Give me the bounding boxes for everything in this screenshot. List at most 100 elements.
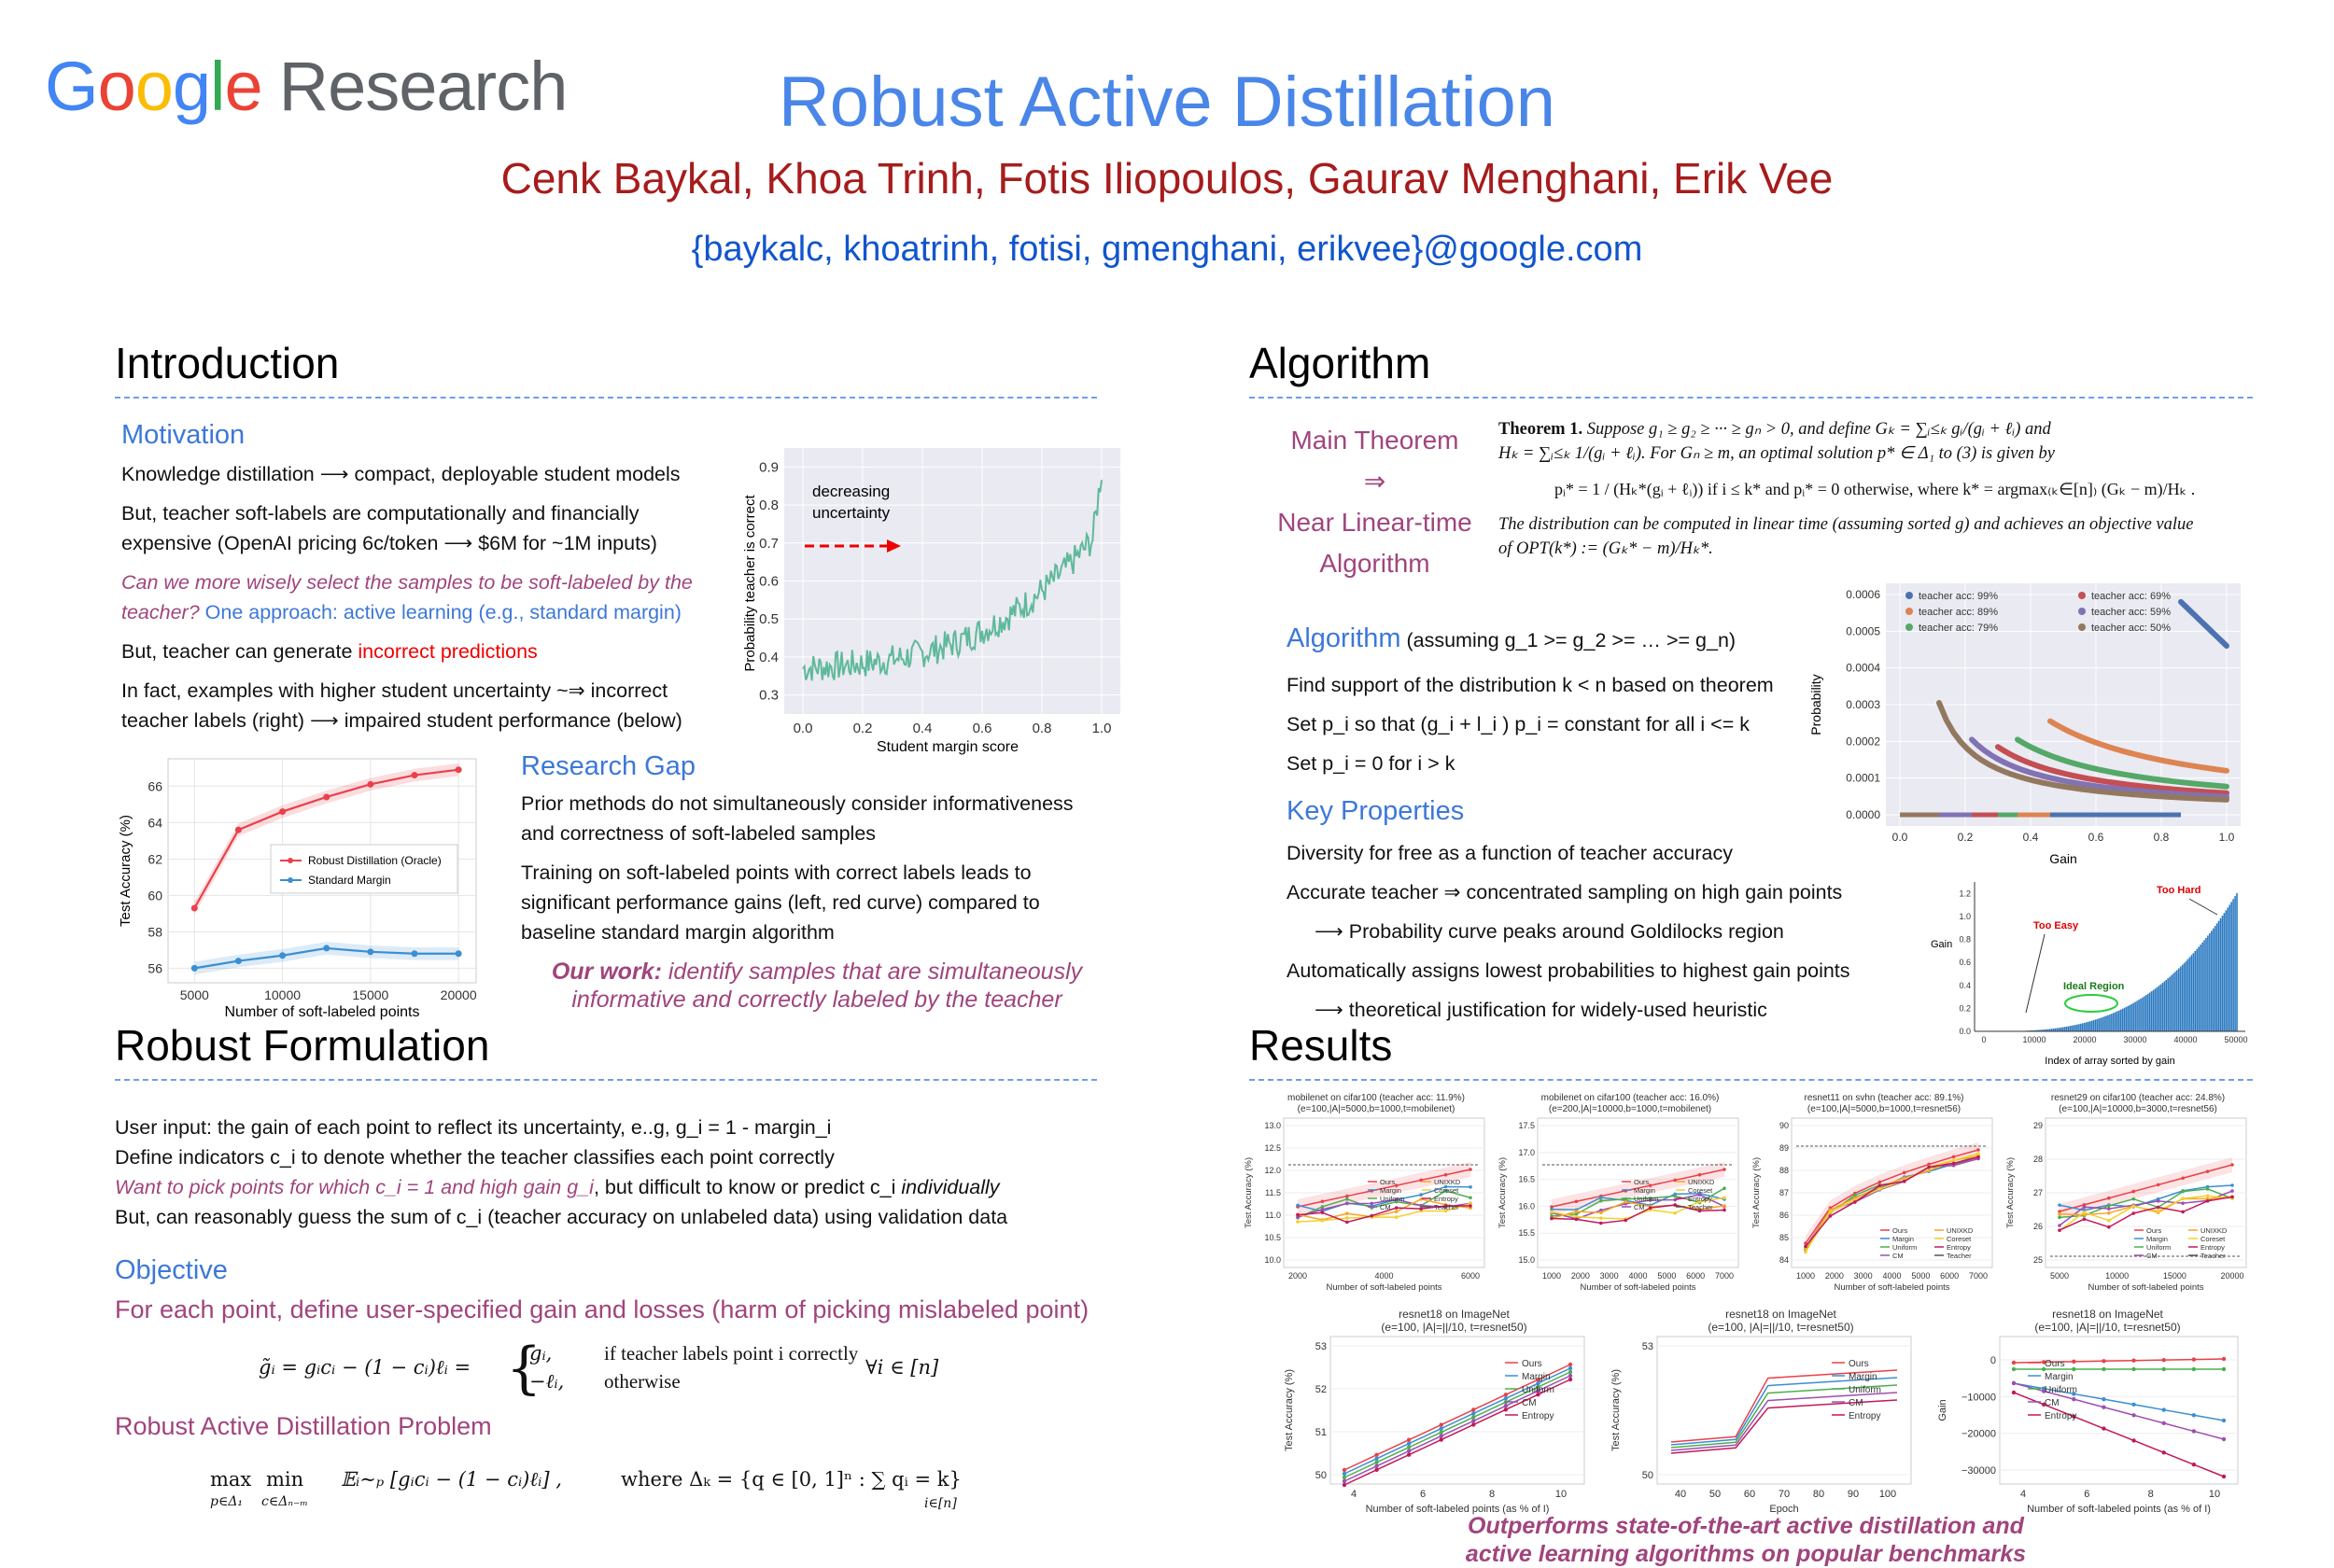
motivation-label: Motivation <box>121 420 246 450</box>
series-line-ours <box>1551 1169 1725 1208</box>
data-point <box>2161 1421 2166 1426</box>
series-line-cm <box>2059 1190 2233 1226</box>
x-tick-label: 10000 <box>264 987 301 1002</box>
data-point <box>2161 1407 2166 1412</box>
data-point <box>1722 1186 1726 1190</box>
data-point <box>1722 1168 1726 1171</box>
x-tick-label: 70 <box>1779 1489 1790 1500</box>
probability-gain-figure: 0.00000.00010.00020.00030.00040.00050.00… <box>1808 583 2241 866</box>
data-point <box>1568 1377 1573 1382</box>
gain-bar <box>2047 1029 2049 1031</box>
data-point <box>2205 1199 2210 1203</box>
theorem-line: Hₖ = ∑ᵢ≤ₖ 1/(gᵢ + ℓᵢ). For Gₙ ≥ m, an op… <box>1498 444 2055 463</box>
y-tick-label: 50 <box>1315 1470 1327 1481</box>
data-point <box>1320 1208 1325 1211</box>
plot-subtitle: (e=200,|A|=10000,b=1000,t=mobilenet) <box>1549 1104 1711 1114</box>
legend-label: teacher acc: 59% <box>2091 607 2171 618</box>
x-axis-label: Number of soft-labeled points <box>225 1004 420 1020</box>
y-tick-label: 0.0006 <box>1846 588 1880 601</box>
gain-bar <box>2214 926 2216 1031</box>
y-tick-label: 52 <box>1315 1384 1327 1395</box>
gain-bar <box>2223 913 2226 1031</box>
equation-forall: ∀i ∈ [n] <box>865 1356 939 1379</box>
x-tick-label: 6 <box>2084 1489 2089 1500</box>
results-bottom-plots: resnet18 on ImageNet (e=100, |A|=||/10, t… <box>1279 1307 2250 1521</box>
gain-bar <box>2119 1009 2122 1031</box>
equation-case1: gᵢ, <box>529 1342 553 1365</box>
gain-bar <box>2227 907 2229 1031</box>
result-plot-bottom: resnet18 on ImageNet(e=100, |A|=||/10, t… <box>1610 1308 1912 1515</box>
x-tick-label: 40 <box>1675 1489 1686 1500</box>
data-point <box>2221 1474 2227 1479</box>
results-top-plots: mobilenet on cifar100 (teacher acc: 11.9… <box>1242 1090 2259 1305</box>
y-axis-label: Test Accuracy (%) <box>2005 1157 2016 1228</box>
gain-bar <box>2060 1027 2062 1031</box>
legend-label: Ours <box>1634 1178 1650 1186</box>
poster-emails: {baykalc, khoatrinh, fotisi, gmenghani, … <box>691 230 1643 269</box>
data-point <box>1296 1220 1300 1224</box>
data-point <box>1320 1199 1325 1204</box>
y-tick-label: 10.0 <box>1264 1255 1281 1265</box>
gain-bar <box>2229 904 2231 1031</box>
y-tick-label: 0.7 <box>759 536 779 552</box>
data-point <box>2082 1212 2087 1217</box>
key-property: Diversity for free as a function of teac… <box>1287 842 1733 864</box>
x-tick-label: 60 <box>1744 1489 1755 1500</box>
gain-bar <box>2140 998 2142 1031</box>
y-tick-label: 56 <box>148 960 162 975</box>
data-point <box>1673 1203 1677 1207</box>
data-point <box>1320 1219 1325 1223</box>
x-tick-label: 0.2 <box>853 721 873 736</box>
data-point <box>1722 1204 1726 1208</box>
data-point <box>1574 1210 1579 1213</box>
legend-label: Uniform <box>1522 1385 1554 1395</box>
x-tick-label: 0.4 <box>913 721 933 736</box>
data-point <box>1419 1193 1423 1197</box>
data-point <box>234 826 242 833</box>
y-tick-label: 60 <box>148 888 162 903</box>
data-point <box>2011 1380 2017 1386</box>
x-tick-label: 0.4 <box>2023 831 2039 844</box>
gain-bar <box>2232 899 2234 1031</box>
data-point <box>1394 1199 1399 1204</box>
data-point <box>1394 1210 1399 1213</box>
gain-bar <box>2221 916 2224 1031</box>
data-point <box>2058 1210 2061 1213</box>
data-point <box>1296 1203 1300 1208</box>
data-point <box>2082 1217 2087 1222</box>
data-point <box>1536 1377 1540 1382</box>
algorithm-divider <box>1249 397 2253 399</box>
data-point <box>1902 1179 1906 1183</box>
series-line-ours <box>1343 1364 1571 1471</box>
gain-bar <box>2044 1029 2046 1031</box>
key-properties-label: Key Properties <box>1287 796 1465 826</box>
y-axis-label: Test Accuracy (%) <box>1751 1157 1762 1228</box>
gain-bar <box>2129 1004 2131 1031</box>
results-summary-line: Outperforms state-of-the-art active dist… <box>1468 1513 2024 1539</box>
x-axis-label: Number of soft-labeled points (as % of I… <box>1366 1504 1550 1515</box>
data-point <box>411 772 418 779</box>
gain-bar <box>2056 1028 2059 1031</box>
series-line-ours <box>1670 1369 1898 1443</box>
robust-line: , but difficult to know or predict c_i <box>593 1176 902 1198</box>
data-point <box>1877 1180 1882 1184</box>
y-tick-label: 0.9 <box>759 459 779 475</box>
x-axis-label: Number of soft-labeled points <box>1326 1282 1441 1293</box>
gain-bar <box>2165 979 2167 1031</box>
data-point <box>1568 1369 1573 1375</box>
data-point <box>1574 1217 1579 1222</box>
gain-bar <box>2034 1029 2037 1031</box>
result-plot-bottom: resnet18 on ImageNet(e=100, |A|=||/10, t… <box>1284 1308 1585 1515</box>
data-point <box>1804 1241 1807 1245</box>
data-point <box>2041 1389 2046 1393</box>
problem-label: Robust Active Distillation Problem <box>115 1412 492 1440</box>
algorithm-steps: Find support of the distribution k < n b… <box>1287 665 1921 783</box>
legend-label: Coreset <box>1688 1186 1713 1195</box>
series-line-entropy <box>1805 1156 1979 1247</box>
y-tick-label: 0.4 <box>759 650 779 665</box>
gain-bar <box>2032 1029 2035 1031</box>
data-point <box>2011 1390 2017 1395</box>
data-point <box>2082 1205 2087 1209</box>
legend-label: Coreset <box>1434 1186 1459 1195</box>
data-point <box>279 952 287 959</box>
